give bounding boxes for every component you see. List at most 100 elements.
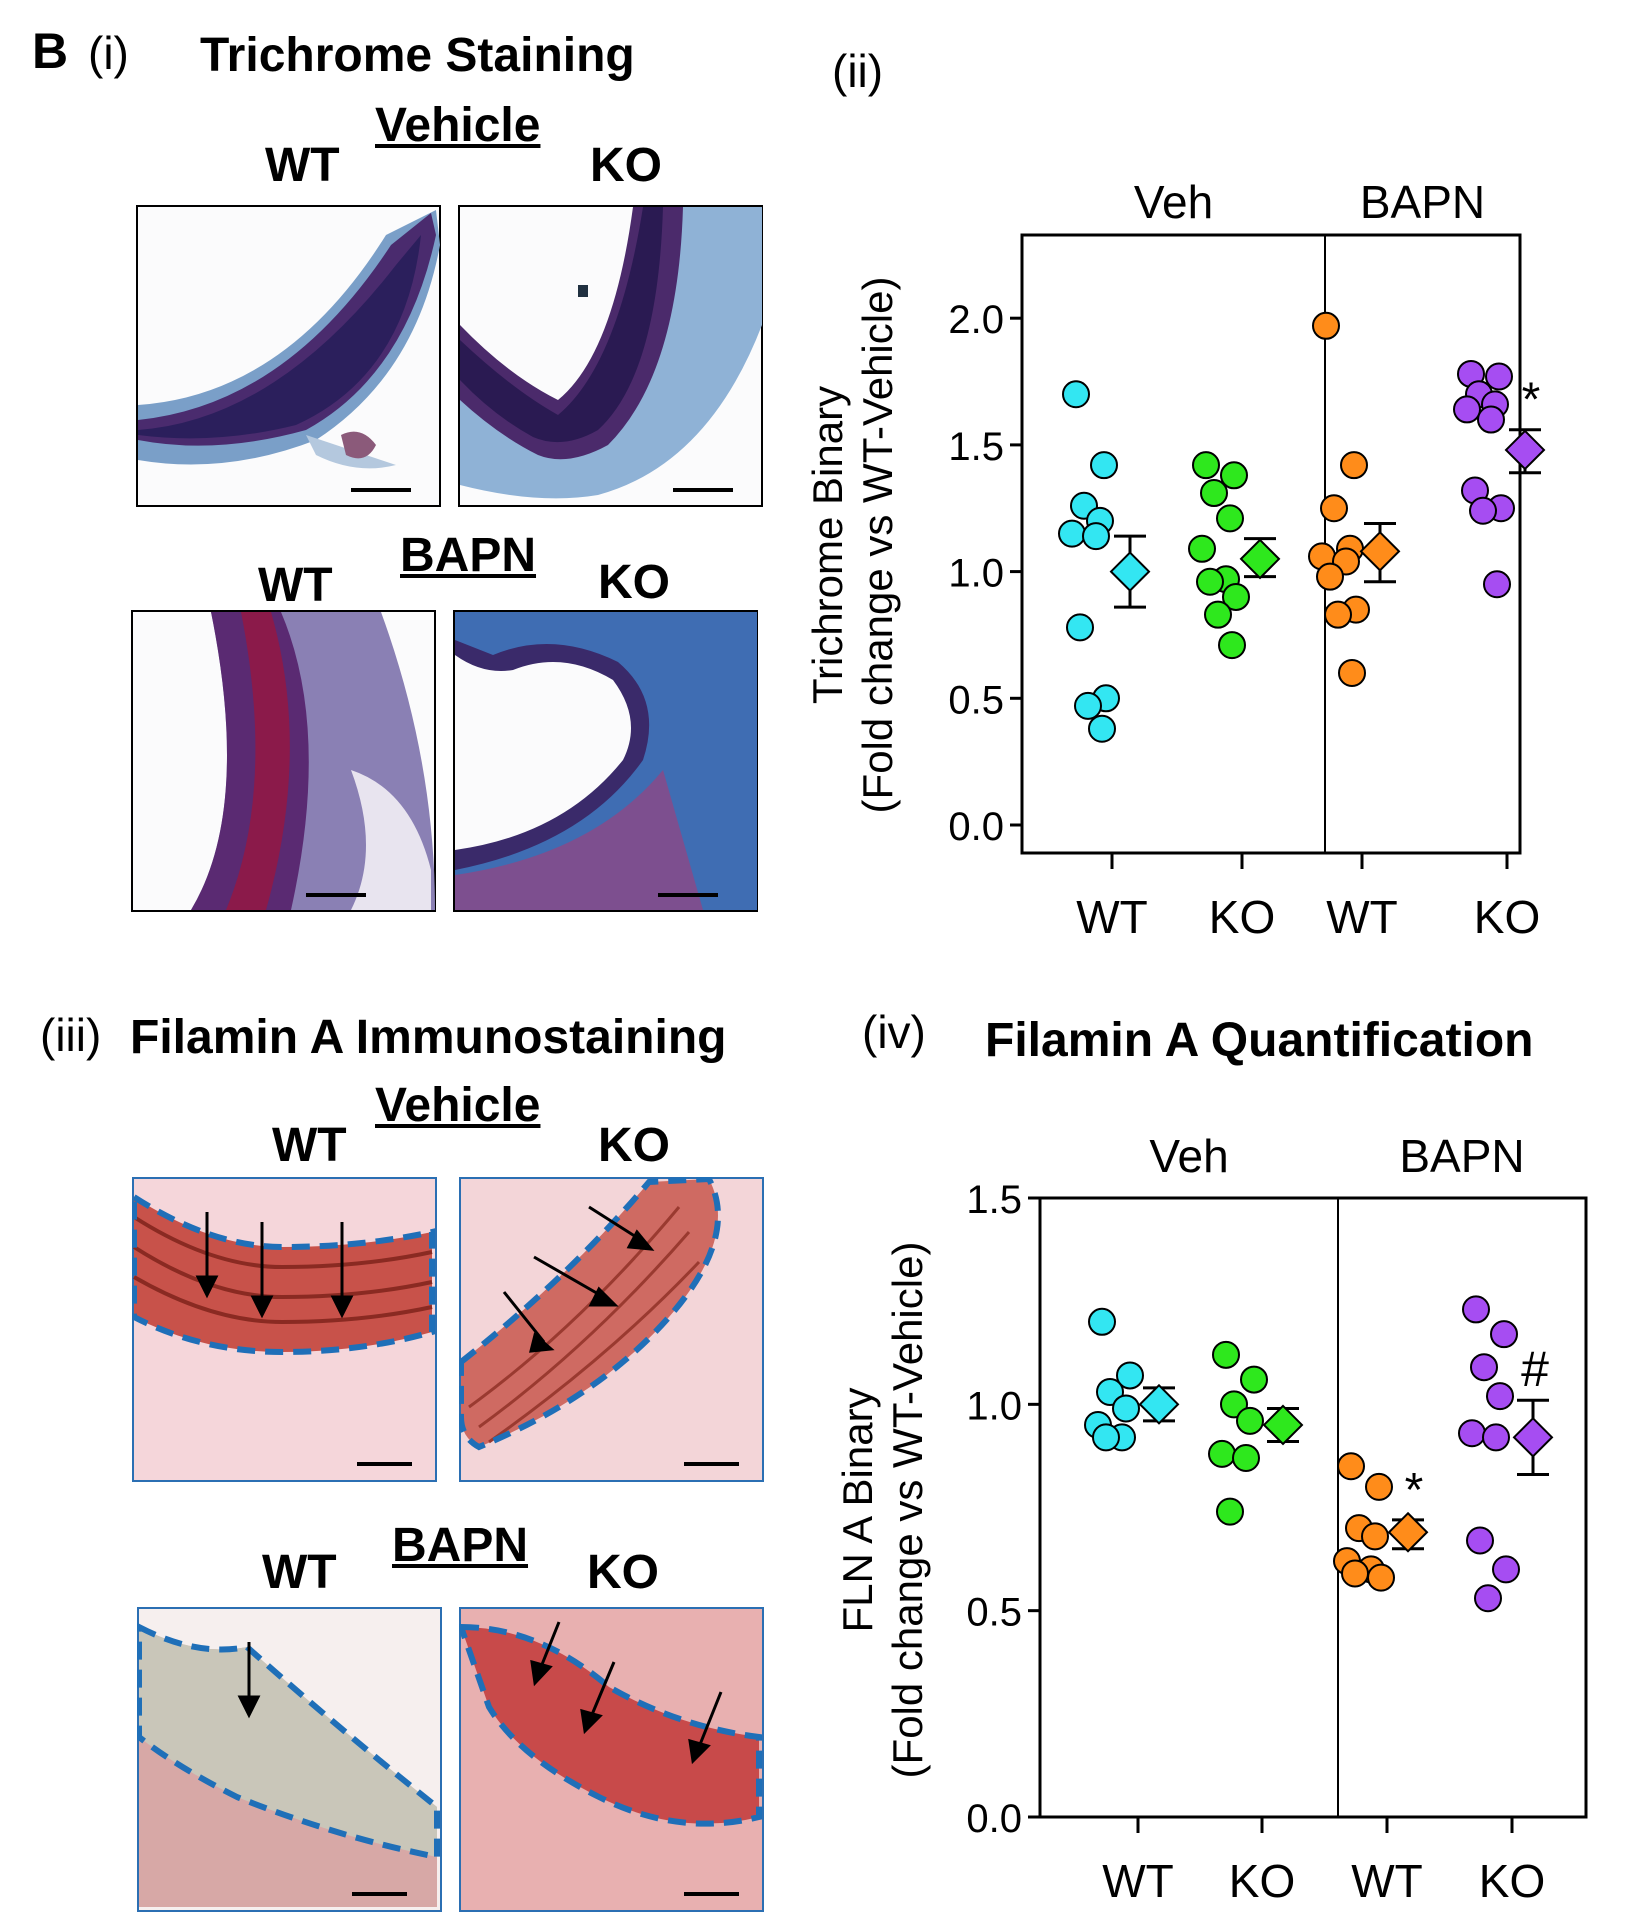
y-tick-label: 0.0 <box>948 805 1004 849</box>
data-point <box>1485 362 1513 391</box>
y-tick-label: 0.0 <box>966 1797 1022 1841</box>
mean-diamond <box>1359 530 1401 572</box>
data-point <box>1074 691 1102 720</box>
data-point <box>1240 1365 1268 1394</box>
data-point <box>1192 451 1220 480</box>
data-point <box>1324 600 1352 629</box>
data-point <box>1062 380 1090 409</box>
y-axis-label-line1: FLN A Binary <box>834 1387 881 1632</box>
data-point <box>1312 311 1340 340</box>
panel-i-number: (i) <box>88 27 129 79</box>
trichrome-wt-bapn-image <box>131 610 436 912</box>
data-point <box>1316 562 1344 591</box>
data-point <box>1482 1423 1510 1452</box>
mean-diamond <box>1239 538 1281 580</box>
panel-iii-bapn-wt-label: WT <box>262 1546 337 1599</box>
data-point <box>1466 1526 1494 1555</box>
panel-iii-veh-ko-label: KO <box>598 1119 670 1172</box>
plot-frame <box>1020 233 1522 855</box>
x-tick-label: KO <box>1229 1855 1295 1907</box>
panel-i-veh-ko-label: KO <box>590 139 662 192</box>
filamin-chart: 0.0 0.5 1.0 1.5 FLN A Binary (Fold change vs … <box>834 1130 1588 1907</box>
x-tick-label: KO <box>1479 1855 1545 1907</box>
group-label-bapn: BAPN <box>1360 176 1485 228</box>
panel-iii-number: (iii) <box>40 1009 102 1061</box>
data-point <box>1112 1394 1140 1423</box>
filamin-ko-bapn-image <box>459 1607 764 1912</box>
data-point <box>1367 1563 1395 1592</box>
trichrome-wt-vehicle-image <box>136 205 441 507</box>
y-axis-label-line1: Trichrome Binary <box>804 386 851 704</box>
group-label-veh: Veh <box>1134 176 1213 228</box>
panel-i-title: Trichrome Staining <box>200 29 635 82</box>
data-point <box>1470 1353 1498 1382</box>
data-point <box>1116 1361 1144 1390</box>
trichrome-ko-vehicle-image <box>458 205 763 507</box>
data-point <box>1477 405 1505 434</box>
data-point <box>1082 522 1110 551</box>
mean-diamond <box>1262 1404 1304 1446</box>
plot-frame <box>1038 1196 1588 1819</box>
x-tick-label: WT <box>1351 1855 1423 1907</box>
data-point <box>1218 631 1246 660</box>
data-point <box>1220 461 1248 490</box>
data-point <box>1483 570 1511 599</box>
y-axis-label-line2: (Fold change vs WT-Vehicle) <box>854 277 901 814</box>
mean-diamond <box>1109 551 1151 593</box>
data-point <box>1492 1555 1520 1584</box>
y-tick-label: 1.5 <box>966 1178 1022 1222</box>
panel-i-bapn-ko-label: KO <box>598 556 670 609</box>
data-point <box>1212 1340 1240 1369</box>
data-point <box>1058 519 1086 548</box>
data-point <box>1361 1522 1389 1551</box>
panel-letter: B <box>32 23 69 79</box>
data-point <box>1208 1439 1236 1468</box>
y-tick-label: 2.0 <box>948 298 1004 342</box>
y-tick-label: 1.0 <box>948 552 1004 596</box>
data-point <box>1338 658 1366 687</box>
mean-diamond <box>1512 1416 1554 1458</box>
data-point <box>1236 1406 1264 1435</box>
x-tick-label: KO <box>1209 891 1275 943</box>
group-label-bapn: BAPN <box>1399 1130 1524 1182</box>
data-point <box>1458 1419 1486 1448</box>
data-point <box>1462 1295 1490 1324</box>
data-point <box>1320 494 1348 523</box>
data-point <box>1200 479 1228 508</box>
trichrome-chart: 0.0 0.5 1.0 1.5 2.0 Trichrome Binary (Fold cha… <box>804 176 1546 943</box>
panel-i-vehicle-label: Vehicle <box>375 99 541 152</box>
group-label-veh: Veh <box>1149 1130 1228 1182</box>
data-point <box>1196 567 1224 596</box>
data-point <box>1216 504 1244 533</box>
data-point <box>1365 1472 1393 1501</box>
data-point <box>1088 1307 1116 1336</box>
panel-ii-number: (ii) <box>832 45 884 97</box>
panel-iv-number: (iv) <box>862 1006 926 1058</box>
y-tick-label: 1.5 <box>948 425 1004 469</box>
x-tick-label: KO <box>1474 891 1540 943</box>
panel-iii-title: Filamin A Immunostaining <box>130 1011 727 1064</box>
data-point <box>1474 1584 1502 1613</box>
data-point <box>1188 534 1216 563</box>
data-point <box>1486 1382 1514 1411</box>
data-point <box>1092 1423 1120 1452</box>
data-point <box>1469 496 1497 525</box>
data-point <box>1216 1497 1244 1526</box>
data-point <box>1337 1452 1365 1481</box>
panel-iv-title: Filamin A Quantification <box>985 1014 1534 1067</box>
data-point <box>1490 1320 1518 1349</box>
data-point <box>1088 714 1116 743</box>
y-tick-label: 0.5 <box>966 1591 1022 1635</box>
data-point <box>1232 1443 1260 1472</box>
panel-i-bapn-label: BAPN <box>400 529 537 582</box>
significance-star: * <box>1405 1464 1424 1517</box>
data-point <box>1340 451 1368 480</box>
data-point <box>1222 582 1250 611</box>
data-point <box>1066 613 1094 642</box>
panel-iii-veh-wt-label: WT <box>272 1119 347 1172</box>
filamin-ko-vehicle-image <box>459 1177 764 1482</box>
y-tick-label: 0.5 <box>948 678 1004 722</box>
x-tick-label: WT <box>1326 891 1398 943</box>
panel-iii-bapn-ko-label: KO <box>587 1546 659 1599</box>
panel-iii-vehicle-label: Vehicle <box>375 1079 541 1132</box>
